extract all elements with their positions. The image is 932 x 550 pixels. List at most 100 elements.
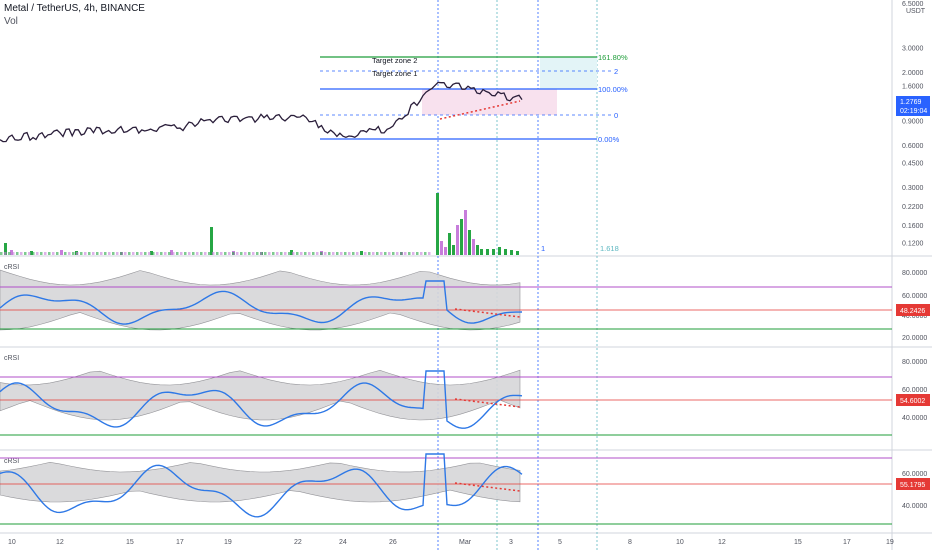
volume-bar [44,252,47,255]
volume-bar [440,241,443,255]
volume-bar [428,252,431,255]
indicator-name: cRSI [4,355,19,362]
volume-bar [376,252,379,255]
target-zone-1-label: Target zone 1 [372,69,417,78]
indicator-tick-label: 20.0000 [902,335,927,342]
volume-bar [136,252,139,255]
indicator-name: cRSI [4,458,19,465]
indicator-tick-label: 40.0000 [902,415,927,422]
volume-bar [232,252,235,255]
indicator-tick-label: 40.0000 [902,503,927,510]
time-tick-label: Mar [459,539,472,546]
price-tick-label: 0.9000 [902,118,924,125]
volume-bar [216,252,219,255]
volume-bar [468,230,471,255]
volume-bar [260,252,263,255]
price-tick-label: 3.0000 [902,46,924,53]
volume-bar [196,252,199,255]
volume-bar [4,252,7,255]
volume-bar [120,252,123,255]
fib-level-label: 100.00% [598,85,628,94]
volume-bar [460,219,463,255]
price-tick-label: 0.3000 [902,185,924,192]
volume-bar [300,252,303,255]
volume-bar [30,251,33,255]
volume-bar [364,252,367,255]
volume-bar [48,252,51,255]
fib-level-label: 161.80% [598,53,628,62]
volume-bar [504,249,507,255]
volume-bar [16,252,19,255]
volume-bar [290,250,293,255]
volume-bar [88,252,91,255]
volume-bar [36,252,39,255]
indicator-value-badge [896,304,930,316]
volume-bar [144,252,147,255]
volume-bar [224,252,227,255]
volume-bar [348,252,351,255]
volume-bar [340,252,343,255]
volume-bar [360,252,363,255]
indicator-name: cRSI [4,264,19,271]
volume-bar [312,252,315,255]
time-tick-label: 24 [339,539,347,546]
volume-bar [228,252,231,255]
volume-bar [192,252,195,255]
volume-bar [172,252,175,255]
volume-bar [492,249,495,255]
price-tick-label: 0.1600 [902,223,924,230]
volume-bar [128,252,131,255]
volume-bar [24,252,27,255]
volume-bar [20,252,23,255]
volume-bar [264,252,267,255]
volume-bar [164,252,167,255]
volume-bar [296,252,299,255]
volume-bar [324,252,327,255]
volume-bar [480,249,483,255]
countdown-value: 02:19:04 [900,108,927,115]
price-series-line[interactable] [0,81,523,143]
volume-bar [404,252,407,255]
indicator-tick-label: 40.0000 [902,313,927,320]
time-tick-label: 15 [126,539,134,546]
volume-bars[interactable] [0,193,519,255]
price-tick-label: 0.2200 [902,204,924,211]
volume-bar [116,252,119,255]
volume-bar [176,252,179,255]
volume-bar [392,252,395,255]
price-unit-label: USDT [906,8,926,15]
volume-bar [284,252,287,255]
volume-bar [208,252,211,255]
volume-bar [60,252,63,255]
indicator-value-badge [896,478,930,490]
time-tick-label: 10 [676,539,684,546]
indicator-tick-label: 80.0000 [902,359,927,366]
volume-bar [170,250,173,255]
fib-level-label: 0 [614,111,618,120]
crsi-line [0,453,523,518]
indicator-value-badge [896,394,930,406]
volume-bar [268,252,271,255]
volume-bar [472,239,475,255]
volume-bar [256,252,259,255]
indicator-value: 55.1795 [900,482,925,489]
price-tick-label: 1.6000 [902,84,924,91]
chart-title: Metal / TetherUS, 4h, BINANCE [4,3,145,14]
volume-bar [316,252,319,255]
volume-bar [8,252,11,255]
price-top-label: 6.5000 [902,1,924,8]
volume-bar [498,247,501,255]
indicator-value: 54.6002 [900,398,925,405]
volume-bar [148,252,151,255]
volume-bar [108,252,111,255]
volume-bar [252,252,255,255]
volume-bar [396,252,399,255]
volume-bar [372,252,375,255]
volume-bar [476,245,479,255]
volume-bar [424,252,427,255]
volume-bar [168,252,171,255]
volume-bar [32,252,35,255]
target-zone-2-label: Target zone 2 [372,56,417,65]
time-tick-label: 17 [843,539,851,546]
time-tick-label: 8 [628,539,632,546]
